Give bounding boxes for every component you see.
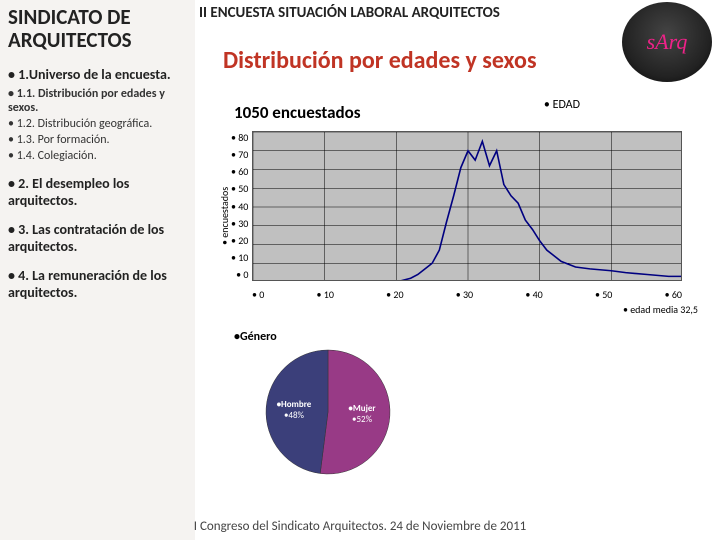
sidebar: SINDICATO DE ARQUITECTOS • 1.Universo de… — [0, 0, 195, 540]
page-title: Distribución por edades y sexos — [223, 46, 537, 75]
svg-text:•Hombre: •Hombre — [277, 399, 312, 410]
count-line: 1050 encuestados — [234, 102, 710, 123]
y-axis-label: • encuestados — [214, 131, 231, 301]
nav-sec1-subs: • 1.1. Distribución por edades y sexos. •… — [8, 87, 187, 163]
line-chart-col: • 80• 70• 60• 50• 40• 30• 20• 10• 0 • 0•… — [231, 131, 682, 301]
media-label: • edad media 32,5 — [204, 303, 698, 316]
nav-sec4[interactable]: • 4. La remuneración de los arquitectos. — [8, 267, 187, 301]
nav-sec1[interactable]: • 1.Universo de la encuesta. — [8, 66, 187, 83]
pie-chart-svg: •Mujer•52% •Hombre•48% — [262, 346, 534, 478]
header: II ENCUESTA SITUACIÓN LABORAL ARQUITECTO… — [195, 0, 720, 100]
footer: I Congreso del Sindicato Arquitectos. 24… — [0, 519, 720, 534]
nav-sec2[interactable]: • 2. El desempleo los arquitectos. — [8, 175, 187, 209]
content: 1050 encuestados • encuestados • 80• 70•… — [200, 96, 714, 510]
genero-label: •Género — [234, 330, 710, 344]
survey-title: II ENCUESTA SITUACIÓN LABORAL ARQUITECTO… — [199, 4, 500, 22]
nav-sub-item[interactable]: • 1.2. Distribución geográfica. — [8, 117, 187, 131]
line-chart — [252, 131, 682, 286]
line-chart-svg — [252, 131, 682, 281]
line-chart-wrap: • encuestados • 80• 70• 60• 50• 40• 30• … — [214, 131, 710, 301]
pie-wrap: •Mujer•52% •Hombre•48% — [262, 346, 710, 478]
nav-sub-item[interactable]: • 1.4. Colegiación. — [8, 149, 187, 163]
svg-text:•Mujer: •Mujer — [348, 403, 376, 414]
svg-text:•52%: •52% — [352, 414, 373, 425]
org-title: SINDICATO DE ARQUITECTOS — [8, 6, 187, 52]
nav-sub-item[interactable]: • 1.1. Distribución por edades y sexos. — [8, 87, 187, 115]
logo: sArq — [622, 2, 712, 82]
svg-text:•48%: •48% — [284, 410, 305, 421]
nav-sub-item[interactable]: • 1.3. Por formación. — [8, 133, 187, 147]
y-ticks: • 80• 70• 60• 50• 40• 30• 20• 10• 0 — [231, 131, 252, 281]
nav-sec3[interactable]: • 3. Las contratación de los arquitectos… — [8, 221, 187, 255]
x-ticks: • 0• 10• 20• 30• 40• 50• 60 — [252, 286, 682, 301]
